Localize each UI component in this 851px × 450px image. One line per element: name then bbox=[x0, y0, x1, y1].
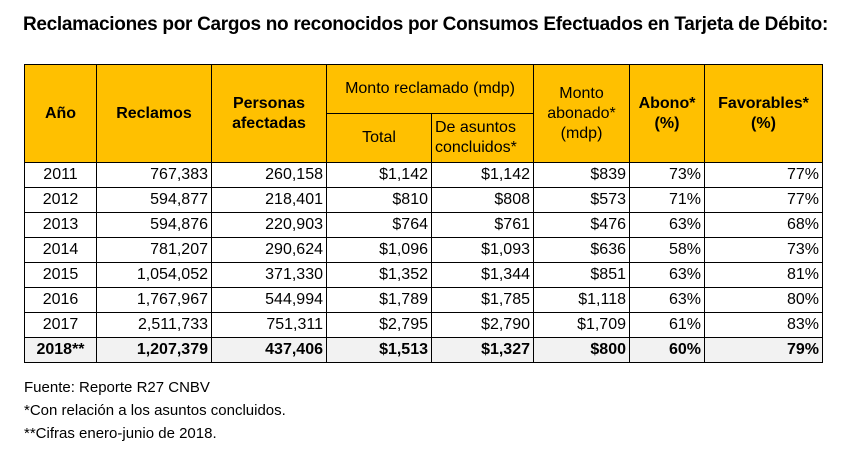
table-cell: 77% bbox=[704, 187, 823, 213]
table-cell: $808 bbox=[431, 187, 534, 213]
table-cell: $1,142 bbox=[431, 162, 534, 188]
table-cell: 2,511,733 bbox=[96, 312, 212, 338]
table-cell: 544,994 bbox=[211, 287, 327, 313]
data-table: Año Reclamos Personas afectadas Monto re… bbox=[24, 64, 823, 363]
table-cell: 77% bbox=[704, 162, 823, 188]
note: *Con relación a los asuntos concluidos. bbox=[24, 402, 286, 419]
table-row: 2018** 1,207,379 437,406 $1,513 $1,327 $800 60… bbox=[24, 337, 823, 363]
table-cell: 73% bbox=[629, 162, 705, 188]
table-cell: 73% bbox=[704, 237, 823, 263]
table-cell: 2014 bbox=[24, 237, 97, 263]
table-cell: $851 bbox=[533, 262, 630, 288]
table-cell: 60% bbox=[629, 337, 705, 363]
table-cell: 2011 bbox=[24, 162, 97, 188]
header-cell: Total bbox=[326, 113, 432, 163]
table-cell: 220,903 bbox=[211, 212, 327, 238]
table-cell: 781,207 bbox=[96, 237, 212, 263]
table-cell: $476 bbox=[533, 212, 630, 238]
table-cell: 2018** bbox=[24, 337, 97, 363]
table-cell: $810 bbox=[326, 187, 432, 213]
table-cell: $1,096 bbox=[326, 237, 432, 263]
table-cell: $1,344 bbox=[431, 262, 534, 288]
table-cell: 218,401 bbox=[211, 187, 327, 213]
table-cell: 80% bbox=[704, 287, 823, 313]
table-cell: $764 bbox=[326, 212, 432, 238]
table-cell: 68% bbox=[704, 212, 823, 238]
table-cell: $1,118 bbox=[533, 287, 630, 313]
table-row: 2015 1,054,052 371,330 $1,352 $1,344 $851 63% 8… bbox=[24, 262, 823, 288]
header-cell: Monto abonado* (mdp) bbox=[533, 64, 630, 163]
table-cell: 61% bbox=[629, 312, 705, 338]
table-cell: 290,624 bbox=[211, 237, 327, 263]
table-cell: $800 bbox=[533, 337, 630, 363]
table-cell: $1,789 bbox=[326, 287, 432, 313]
table-row: 2016 1,767,967 544,994 $1,789 $1,785 $1,118 63… bbox=[24, 287, 823, 313]
table-cell: 63% bbox=[629, 212, 705, 238]
table-body: 2011 767,383 260,158 $1,142 $1,142 $839 73% 77%… bbox=[24, 162, 823, 363]
table-row: 2014 781,207 290,624 $1,096 $1,093 $636 58% 73% bbox=[24, 237, 823, 263]
table-cell: $1,513 bbox=[326, 337, 432, 363]
table-cell: 58% bbox=[629, 237, 705, 263]
title: Reclamaciones por Cargos no reconocidos … bbox=[22, 14, 829, 35]
header-cell: Personas afectadas bbox=[211, 64, 327, 163]
table-row: 2012 594,877 218,401 $810 $808 $573 71% 77% bbox=[24, 187, 823, 213]
table-cell: 83% bbox=[704, 312, 823, 338]
table-cell: 2016 bbox=[24, 287, 97, 313]
table-cell: 2017 bbox=[24, 312, 97, 338]
header-cell: Año bbox=[24, 64, 97, 163]
table-cell: $573 bbox=[533, 187, 630, 213]
table-cell: $2,795 bbox=[326, 312, 432, 338]
table-cell: $839 bbox=[533, 162, 630, 188]
table-cell: 81% bbox=[704, 262, 823, 288]
table-cell: $1,785 bbox=[431, 287, 534, 313]
table-cell: 437,406 bbox=[211, 337, 327, 363]
table-cell: 2013 bbox=[24, 212, 97, 238]
table-cell: 2015 bbox=[24, 262, 97, 288]
table-cell: 1,767,967 bbox=[96, 287, 212, 313]
table-cell: $636 bbox=[533, 237, 630, 263]
table-cell: $1,327 bbox=[431, 337, 534, 363]
table-cell: $2,790 bbox=[431, 312, 534, 338]
table-row: 2017 2,511,733 751,311 $2,795 $2,790 $1,709 61… bbox=[24, 312, 823, 338]
table-cell: 63% bbox=[629, 287, 705, 313]
note: **Cifras enero-junio de 2018. bbox=[24, 425, 217, 442]
table-cell: $1,142 bbox=[326, 162, 432, 188]
header-cell: De asuntos concluidos* bbox=[431, 113, 534, 163]
table-cell: 767,383 bbox=[96, 162, 212, 188]
table-cell: 63% bbox=[629, 262, 705, 288]
header-cell: Favorables* (%) bbox=[704, 64, 823, 163]
note: Fuente: Reporte R27 CNBV bbox=[24, 379, 210, 396]
table-cell: 79% bbox=[704, 337, 823, 363]
table-cell: 1,054,052 bbox=[96, 262, 212, 288]
table-cell: $761 bbox=[431, 212, 534, 238]
table-cell: $1,093 bbox=[431, 237, 534, 263]
table-cell: 371,330 bbox=[211, 262, 327, 288]
table-cell: $1,709 bbox=[533, 312, 630, 338]
table-cell: 751,311 bbox=[211, 312, 327, 338]
table-cell: 594,876 bbox=[96, 212, 212, 238]
table-row: 2013 594,876 220,903 $764 $761 $476 63% 68% bbox=[24, 212, 823, 238]
table-row: 2011 767,383 260,158 $1,142 $1,142 $839 73% 77% bbox=[24, 162, 823, 188]
table-cell: 260,158 bbox=[211, 162, 327, 188]
header-cell: Reclamos bbox=[96, 64, 212, 163]
table-cell: $1,352 bbox=[326, 262, 432, 288]
table-cell: 71% bbox=[629, 187, 705, 213]
notes: Fuente: Reporte R27 CNBV *Con relación a … bbox=[24, 376, 286, 445]
table-cell: 2012 bbox=[24, 187, 97, 213]
header-cell: Monto reclamado (mdp) bbox=[326, 64, 534, 114]
header-cell: Abono* (%) bbox=[629, 64, 705, 163]
table-cell: 594,877 bbox=[96, 187, 212, 213]
table-cell: 1,207,379 bbox=[96, 337, 212, 363]
